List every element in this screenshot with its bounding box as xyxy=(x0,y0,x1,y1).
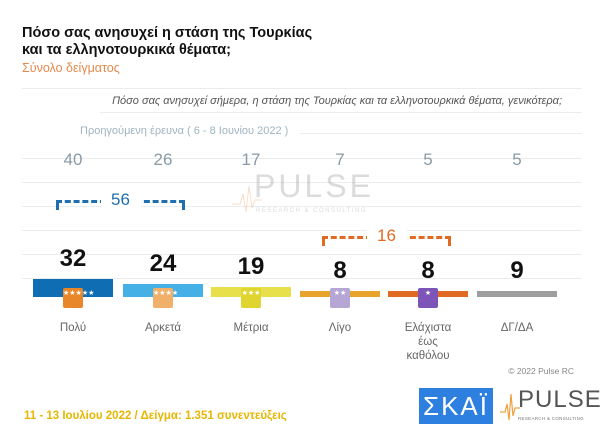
previous-value-label: 17 xyxy=(241,150,261,169)
category-label: ΔΓ/ΔΑ xyxy=(472,321,562,335)
category-label-line: Πολύ xyxy=(59,322,87,334)
survey-footer: 11 - 13 Ιουλίου 2022 / Δείγμα: 1.351 συν… xyxy=(24,410,287,422)
category-label: Πολύ xyxy=(28,321,118,335)
star-rating-icon: ★★★ xyxy=(241,288,261,308)
star-rating-icon: ★★★★ xyxy=(153,288,178,308)
pulse-wave-icon xyxy=(232,185,262,213)
value-label: 19 xyxy=(237,253,265,280)
chart-title: Πόσο σας ανησυχεί η στάση της Τουρκίας κ… xyxy=(22,25,312,59)
value-label: 9 xyxy=(510,257,524,284)
value-label: 24 xyxy=(149,250,177,277)
chart-subtitle: Σύνολο δείγματος xyxy=(22,61,120,75)
value-label: 32 xyxy=(59,245,87,272)
star-rating-icon: ★★★★★ xyxy=(63,288,94,308)
category-label: Λίγο xyxy=(295,321,385,335)
gridline xyxy=(22,182,582,183)
divider xyxy=(100,112,582,113)
previous-value-label: 5 xyxy=(512,150,522,169)
survey-question: Πόσο σας ανησυχεί σήμερα, η στάση της Το… xyxy=(112,95,562,107)
bar xyxy=(477,291,557,297)
star-rating-icon: ★ xyxy=(418,288,438,308)
pulse-logo-tagline: RESEARCH & CONSULTING xyxy=(518,416,584,421)
copyright: © 2022 Pulse RC xyxy=(508,366,574,376)
category-label-line: έως xyxy=(418,336,438,348)
previous-value-label: 40 xyxy=(63,150,83,169)
category-label-line: Μέτρια xyxy=(233,322,269,334)
category-label-line: Λίγο xyxy=(328,322,352,334)
gridline xyxy=(22,278,582,279)
gridline xyxy=(22,206,582,207)
previous-value-label: 26 xyxy=(153,150,173,169)
group-total-label: 56 xyxy=(100,190,141,210)
category-label-line: Αρκετά xyxy=(144,322,182,334)
pulse-logo: PULSE RESEARCH & CONSULTING xyxy=(500,386,600,426)
gridline xyxy=(22,230,582,231)
pulse-wave-icon xyxy=(500,393,520,421)
title-line-2: και τα ελληνοτουρκικά θέματα; xyxy=(22,42,231,58)
divider xyxy=(300,133,582,134)
gridline xyxy=(22,254,582,255)
category-label-line: καθόλου xyxy=(406,350,450,362)
category-label: Αρκετά xyxy=(118,321,208,335)
category-label-line: Ελάχιστα xyxy=(404,322,452,334)
category-label: Μέτρια xyxy=(206,321,296,335)
previous-value-label: 7 xyxy=(335,150,345,169)
gridline xyxy=(22,158,582,159)
pulse-watermark: PULSE RESEARCH & CONSULTING xyxy=(232,168,377,218)
value-label: 8 xyxy=(421,257,435,284)
title-line-1: Πόσο σας ανησυχεί η στάση της Τουρκίας xyxy=(22,25,313,41)
value-label: 8 xyxy=(333,257,347,284)
group-total-label: 16 xyxy=(366,226,407,246)
watermark-word: PULSE xyxy=(254,168,374,204)
skai-logo: ΣΚΑΪ xyxy=(419,388,493,424)
category-label: Ελάχιστα έως καθόλου xyxy=(383,321,473,363)
watermark-tagline: RESEARCH & CONSULTING xyxy=(256,208,368,214)
divider xyxy=(22,88,582,89)
star-rating-icon: ★★ xyxy=(330,288,350,308)
pulse-logo-word: PULSE xyxy=(518,386,600,413)
category-label-line: ΔΓ/ΔΑ xyxy=(500,322,534,334)
previous-survey-label: Προηγούμενη έρευνα ( 6 - 8 Ιουνίου 2022 … xyxy=(80,125,289,137)
previous-value-label: 5 xyxy=(423,150,433,169)
